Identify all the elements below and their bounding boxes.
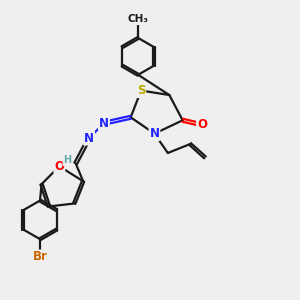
Text: Br: Br: [33, 250, 47, 263]
Text: CH₃: CH₃: [128, 14, 148, 24]
Text: O: O: [197, 118, 207, 131]
Text: O: O: [54, 160, 64, 173]
Text: N: N: [84, 132, 94, 145]
Text: S: S: [137, 84, 145, 97]
Text: N: N: [99, 117, 109, 130]
Text: N: N: [149, 127, 160, 140]
Text: H: H: [63, 155, 71, 165]
